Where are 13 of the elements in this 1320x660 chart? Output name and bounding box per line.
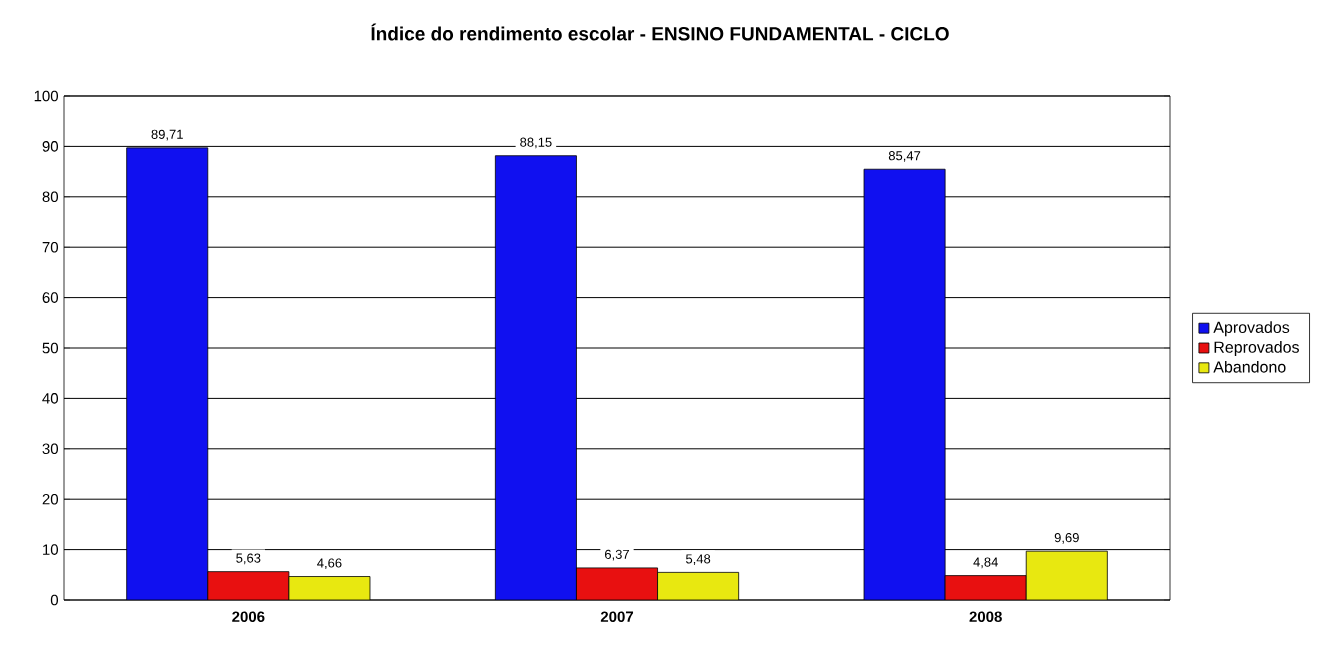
bar bbox=[207, 571, 290, 600]
legend-label: Aprovados bbox=[1213, 321, 1290, 337]
bar bbox=[288, 576, 370, 600]
chart-title: Índice do rendimento escolar - ENSINO FUNDAMENTAL - CICLO bbox=[371, 23, 949, 41]
legend-label: Abandono bbox=[1213, 360, 1286, 373]
bar bbox=[126, 147, 209, 600]
bar bbox=[657, 572, 739, 600]
bar bbox=[944, 575, 1027, 600]
bar bbox=[494, 155, 577, 600]
bar bbox=[863, 168, 946, 600]
legend-label: Reprovados bbox=[1214, 341, 1299, 356]
bar bbox=[1025, 550, 1108, 600]
bar bbox=[576, 567, 658, 600]
